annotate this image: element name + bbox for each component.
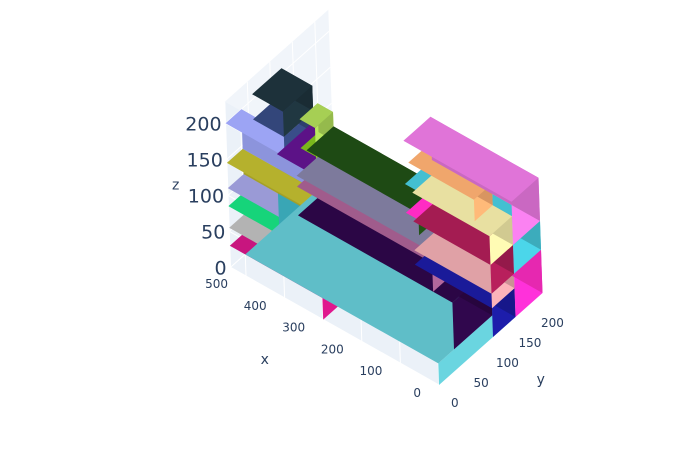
box-face-top: [245, 190, 511, 364]
z-tick-label: 200: [185, 113, 221, 135]
x-tick-label: 500: [205, 277, 228, 291]
x-axis-title: x: [261, 352, 269, 368]
box-face-top: [408, 146, 492, 200]
z-tick-label: 0: [214, 257, 226, 279]
box-face-top: [412, 172, 512, 237]
z-tick-label: 50: [201, 221, 225, 243]
grid-line: [230, 266, 440, 386]
y-tick-label: 0: [451, 396, 459, 410]
y-tick-label: 200: [541, 316, 564, 330]
box-face-top: [413, 201, 513, 265]
y-tick-label: 150: [519, 336, 542, 350]
x-tick-label: 400: [244, 299, 267, 313]
box-face-top: [403, 116, 539, 202]
x-tick-label: 0: [413, 386, 421, 400]
box-face-top: [252, 68, 313, 112]
x-tick-label: 100: [359, 364, 382, 378]
x-tick-label: 300: [282, 321, 305, 335]
box-face-top: [299, 103, 333, 128]
z-tick-label: 150: [187, 149, 223, 171]
box-face-top: [306, 126, 446, 214]
z-tick-label: 100: [188, 185, 224, 207]
data-box-18[interactable]: [412, 172, 513, 265]
grid-line: [224, 101, 232, 268]
z-axis-title: z: [172, 177, 179, 193]
data-box-9[interactable]: [252, 68, 314, 137]
x-tick-label: 200: [321, 342, 344, 356]
y-axis-title: y: [537, 372, 545, 388]
y-tick-label: 100: [496, 356, 519, 370]
y-tick-label: 50: [474, 376, 489, 390]
box-series: [225, 68, 543, 385]
data-box-14[interactable]: [403, 116, 540, 245]
box-face-top: [414, 230, 514, 294]
